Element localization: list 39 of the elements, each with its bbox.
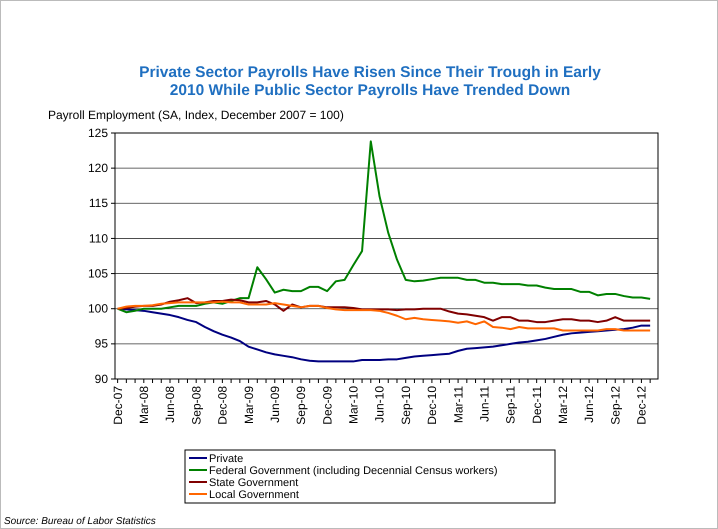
x-tick-label: Sep-11 — [504, 386, 518, 424]
x-tick-label: Jun-11 — [477, 386, 492, 422]
x-tick-label: Mar-08 — [137, 386, 152, 424]
x-tick-label: Dec-09 — [320, 386, 334, 425]
x-tick-label: Dec-07 — [110, 386, 125, 425]
x-tick-label: Mar-12 — [556, 386, 570, 424]
source-note: Source: Bureau of Labor Statistics — [4, 516, 156, 527]
legend-label: Local Government — [209, 489, 299, 501]
x-tick-label: Mar-09 — [242, 386, 256, 424]
x-tick-label: Dec-10 — [425, 386, 440, 425]
legend-label: Private — [209, 453, 244, 465]
y-tick-label: 120 — [88, 160, 108, 175]
y-tick-label: 100 — [88, 302, 108, 316]
x-tick-label: Dec-12 — [634, 386, 649, 425]
x-tick-label: Dec-08 — [216, 386, 230, 425]
x-tick-label: Sep-12 — [608, 386, 622, 425]
y-axis-title: Payroll Employment (SA, Index, December 2007 = 100) — [48, 108, 344, 122]
line-series — [116, 140, 652, 314]
y-tick-label: 115 — [88, 196, 108, 210]
x-tick-label: Sep-10 — [398, 386, 413, 425]
y-tick-label: 95 — [94, 336, 108, 351]
line-series — [116, 300, 652, 332]
legend-label: State Government — [209, 477, 298, 489]
chart-title: Private Sector Payrolls Have Risen Since Their Trough in Early 2010 While Public Sector Payrolls Have Trended Down — [139, 64, 602, 99]
x-tick-label: Mar-11 — [451, 386, 466, 424]
x-tick-label: Jun-08 — [163, 386, 178, 423]
y-tick-label: 125 — [88, 126, 108, 140]
x-tick-label: Dec-11 — [530, 386, 544, 424]
y-tick-label: 105 — [88, 266, 108, 280]
line-series — [116, 297, 652, 324]
x-tick-label: Sep-09 — [294, 386, 308, 425]
x-tick-label: Mar-10 — [346, 386, 361, 424]
x-tick-label: Jun-09 — [268, 386, 282, 423]
y-tick-label: 110 — [88, 231, 108, 246]
x-tick-label: Jun-10 — [372, 386, 387, 423]
x-tick-label: Jun-12 — [582, 386, 596, 423]
legend-label: Federal Government (including Decennial Census workers) — [209, 465, 498, 477]
x-tick-label: Sep-08 — [189, 386, 204, 425]
y-tick-label: 90 — [94, 372, 108, 386]
